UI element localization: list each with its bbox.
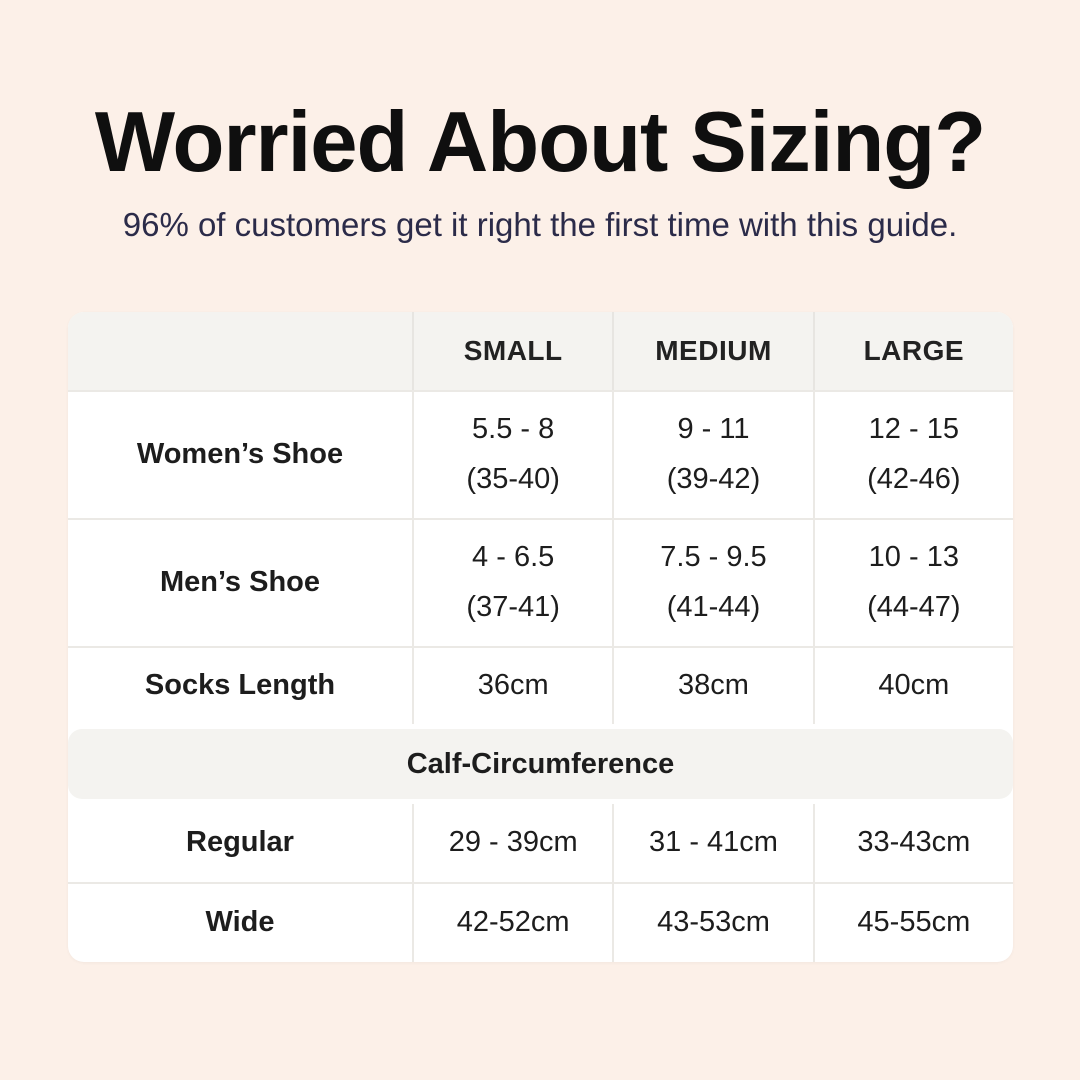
cell-value-line1: 4 - 6.5: [472, 541, 555, 574]
page-subtitle: 96% of customers get it right the first …: [122, 206, 958, 243]
cell-womens-small: 5.5 - 8 (35-40): [412, 392, 612, 518]
column-header-medium: MEDIUM: [612, 312, 812, 390]
column-header-small: SMALL: [412, 312, 612, 390]
cell-value-line2: (44-47): [867, 591, 961, 623]
table-header-row: SMALL MEDIUM LARGE: [68, 312, 1013, 390]
cell-regular-small: 29 - 39cm: [412, 804, 612, 882]
cell-womens-large: 12 - 15 (42-46): [812, 392, 1013, 518]
table-row-womens-shoe: Women’s Shoe 5.5 - 8 (35-40) 9 - 11 (39-…: [68, 390, 1013, 518]
cell-value-line2: (37-41): [466, 591, 560, 623]
table-row-mens-shoe: Men’s Shoe 4 - 6.5 (37-41) 7.5 - 9.5 (41…: [68, 518, 1013, 646]
page-title: Worried About Sizing?: [94, 95, 986, 190]
cell-regular-medium: 31 - 41cm: [612, 804, 812, 882]
cell-value-line2: (39-42): [666, 463, 761, 495]
cell-value-line1: 7.5 - 9.5: [660, 541, 767, 574]
column-header-large: LARGE: [812, 312, 1013, 390]
cell-regular-large: 33-43cm: [812, 804, 1013, 882]
cell-wide-medium: 43-53cm: [612, 884, 812, 962]
section-header-calf-circumference: Calf-Circumference: [68, 729, 1013, 799]
row-label-mens-shoe: Men’s Shoe: [159, 566, 321, 599]
cell-socks-large: 40cm: [812, 648, 1013, 724]
table-row-wide: Wide 42-52cm 43-53cm 45-55cm: [68, 882, 1013, 962]
cell-socks-medium: 38cm: [612, 648, 812, 724]
cell-mens-medium: 7.5 - 9.5 (41-44): [612, 520, 812, 646]
cell-wide-small: 42-52cm: [412, 884, 612, 962]
cell-value-line1: 10 - 13: [868, 541, 959, 574]
cell-value-line2: (42-46): [867, 463, 961, 495]
row-label-regular: Regular: [186, 826, 294, 859]
cell-value-line2: (41-44): [666, 591, 761, 623]
header-cell-empty: [68, 312, 412, 390]
cell-value-line1: 5.5 - 8: [472, 413, 555, 446]
row-label-wide: Wide: [205, 906, 275, 939]
cell-value-line2: (35-40): [466, 463, 560, 495]
row-label-socks-length: Socks Length: [144, 669, 336, 702]
cell-socks-small: 36cm: [412, 648, 612, 724]
cell-womens-medium: 9 - 11 (39-42): [612, 392, 812, 518]
row-label-womens-shoe: Women’s Shoe: [136, 438, 344, 471]
cell-mens-large: 10 - 13 (44-47): [812, 520, 1013, 646]
cell-mens-small: 4 - 6.5 (37-41): [412, 520, 612, 646]
cell-value-line1: 9 - 11: [677, 413, 750, 446]
sizing-table: SMALL MEDIUM LARGE Women’s Shoe 5.5 - 8 …: [68, 312, 1013, 962]
cell-value-line1: 12 - 15: [868, 413, 959, 446]
table-row-socks-length: Socks Length 36cm 38cm 40cm: [68, 646, 1013, 724]
cell-wide-large: 45-55cm: [812, 884, 1013, 962]
table-row-regular: Regular 29 - 39cm 31 - 41cm 33-43cm: [68, 804, 1013, 882]
